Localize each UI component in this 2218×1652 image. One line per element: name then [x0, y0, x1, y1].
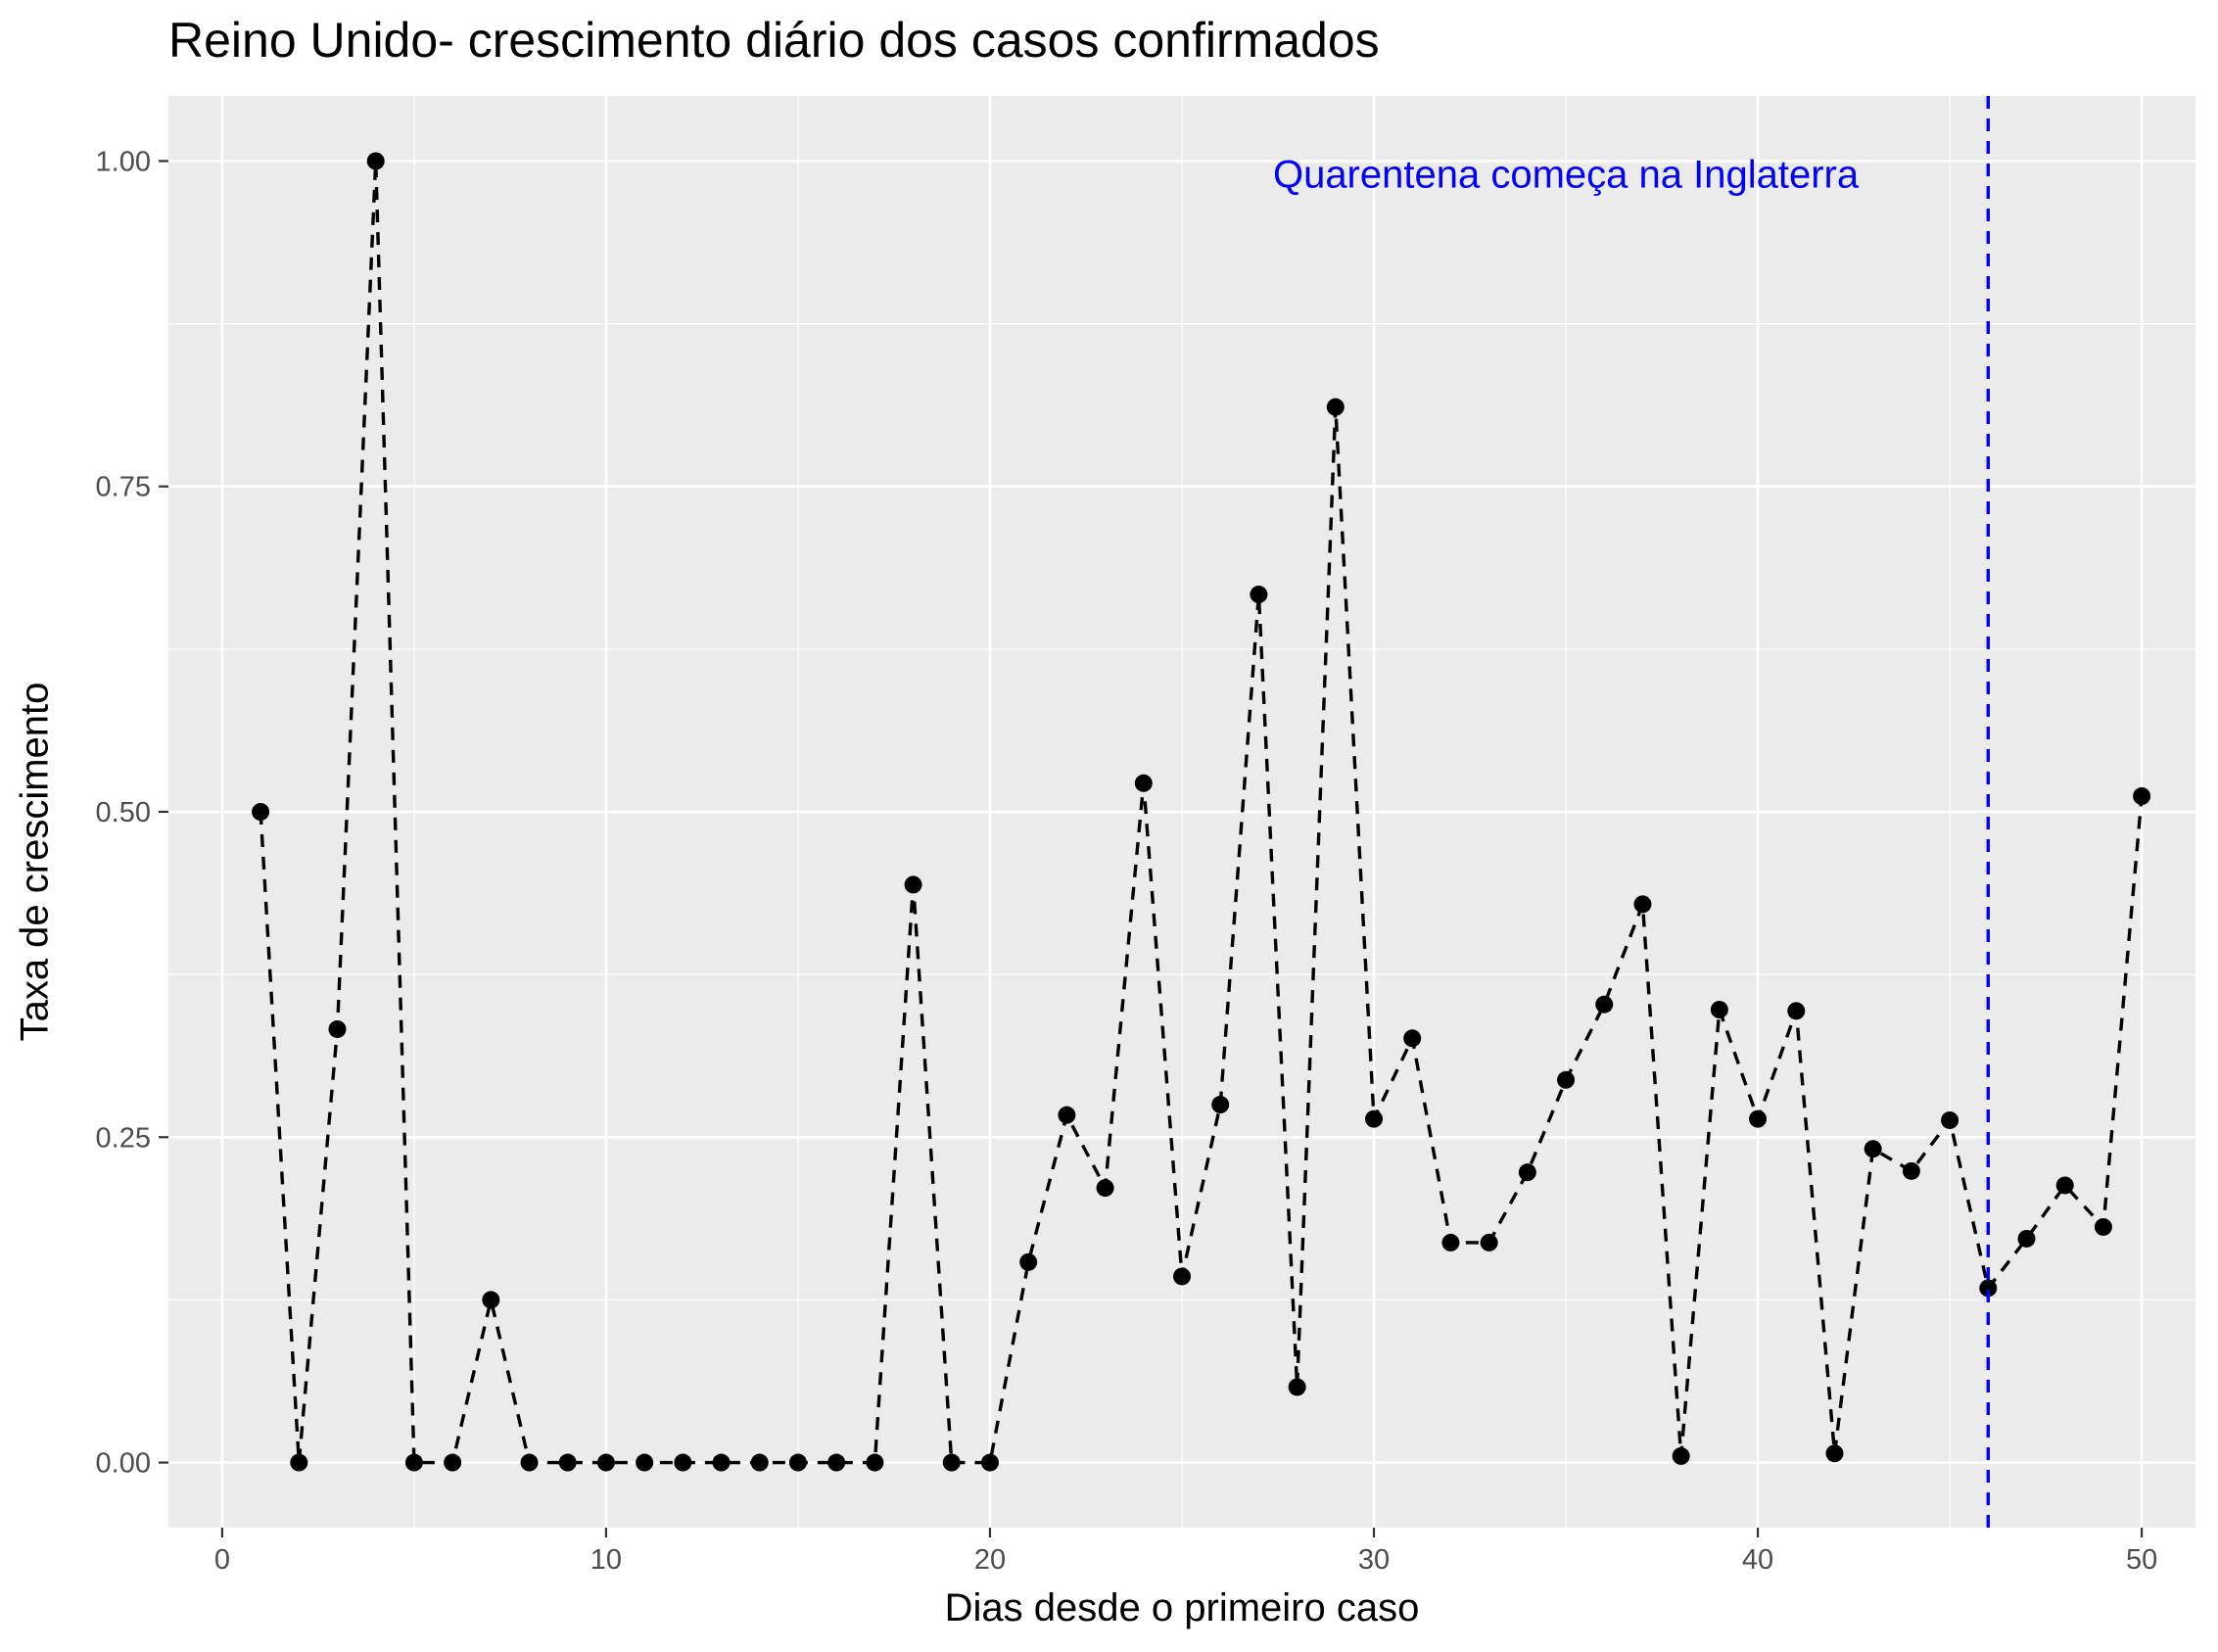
data-point [2133, 787, 2151, 806]
data-point [1979, 1279, 1998, 1298]
data-point [252, 803, 270, 821]
data-point [1902, 1161, 1920, 1180]
x-tick-label: 0 [214, 1544, 230, 1576]
data-point [1173, 1267, 1191, 1286]
x-tick-label: 30 [1358, 1544, 1390, 1576]
x-tick-label: 10 [590, 1544, 622, 1576]
x-tick-label: 50 [2126, 1544, 2157, 1576]
data-point [1941, 1110, 1959, 1129]
data-point [827, 1453, 846, 1472]
data-point [1441, 1233, 1460, 1251]
chart-title: Reino Unido- crescimento diário dos caso… [168, 13, 1380, 68]
data-point [482, 1291, 500, 1309]
data-point [674, 1453, 692, 1472]
data-point [1096, 1179, 1114, 1198]
y-axis-label: Taxa de crescimento [13, 682, 57, 1042]
data-point [2094, 1217, 2112, 1236]
data-point [1595, 995, 1614, 1014]
data-point [904, 875, 922, 894]
data-point [1672, 1446, 1690, 1465]
data-point [596, 1453, 615, 1472]
data-point [1633, 895, 1652, 914]
data-point [1365, 1109, 1384, 1128]
data-point [1058, 1106, 1076, 1124]
data-point [1250, 586, 1268, 604]
data-point [1825, 1444, 1844, 1463]
y-tick-label: 0.50 [96, 797, 151, 828]
data-point [980, 1453, 999, 1472]
data-point [942, 1453, 961, 1472]
data-point [1518, 1163, 1536, 1182]
data-point [290, 1453, 308, 1472]
data-point [404, 1453, 423, 1472]
data-point [520, 1453, 539, 1472]
data-point [1787, 1002, 1806, 1020]
data-point [712, 1453, 731, 1472]
y-tick-label: 1.00 [96, 146, 151, 177]
data-point [1864, 1140, 1882, 1158]
y-tick-label: 0.75 [96, 472, 151, 503]
x-axis-label: Dias desde o primeiro caso [944, 1586, 1420, 1629]
data-point [788, 1453, 807, 1472]
data-point [1326, 398, 1345, 416]
data-point [328, 1019, 347, 1038]
data-point [1211, 1096, 1230, 1114]
data-point [1134, 774, 1153, 792]
data-point [1019, 1252, 1038, 1271]
annotation-text: Quarentena começa na Inglaterra [1273, 154, 1860, 197]
data-point [1480, 1233, 1498, 1251]
data-point [1557, 1070, 1576, 1089]
data-point [366, 152, 385, 170]
y-tick-label: 0.00 [96, 1448, 151, 1480]
data-point [444, 1453, 462, 1472]
data-point [1288, 1378, 1306, 1396]
data-point [866, 1453, 884, 1472]
x-tick-label: 40 [1742, 1544, 1773, 1576]
data-point [2055, 1176, 2074, 1195]
data-point [2017, 1229, 2036, 1248]
data-point [1749, 1109, 1768, 1128]
data-point [1710, 1001, 1728, 1019]
data-point [636, 1453, 654, 1472]
x-tick-label: 20 [974, 1544, 1006, 1576]
y-tick-label: 0.25 [96, 1122, 151, 1154]
data-point [558, 1453, 577, 1472]
data-point [750, 1453, 769, 1472]
data-point [1403, 1029, 1422, 1048]
